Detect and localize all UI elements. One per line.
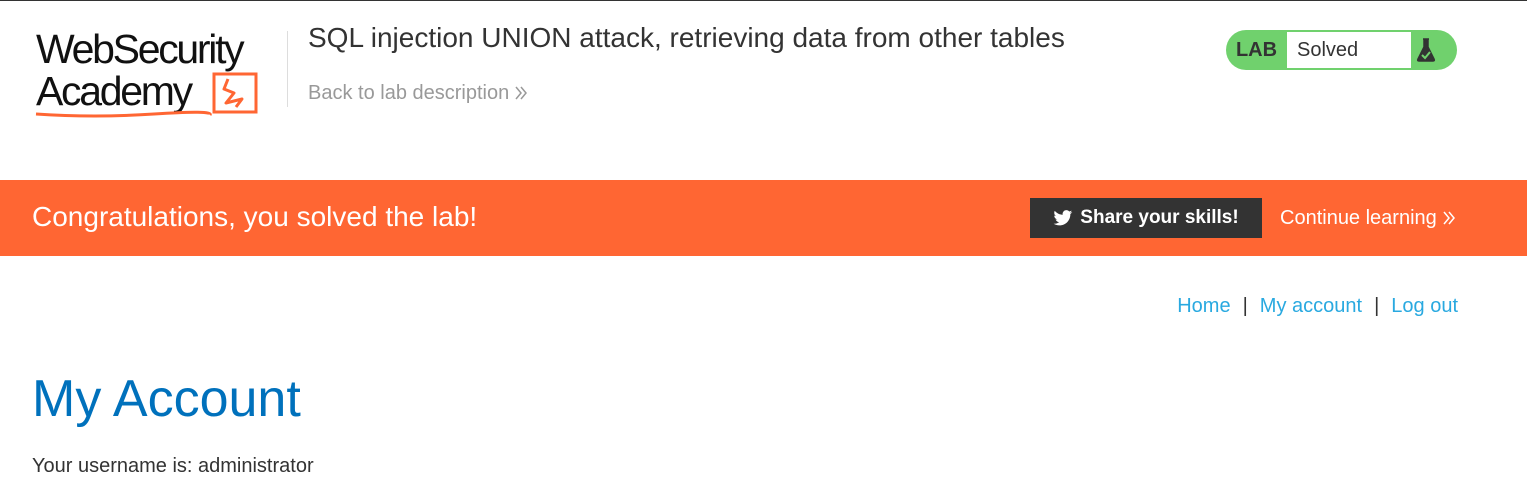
lab-badge-status: Solved — [1287, 32, 1411, 68]
page-title: My Account — [32, 370, 301, 428]
lab-status-badge: LAB Solved — [1226, 30, 1457, 70]
logo-underline-icon — [35, 110, 212, 118]
nav-my-account-link[interactable]: My account — [1259, 295, 1363, 317]
nav-home-link[interactable]: Home — [1177, 295, 1231, 317]
header-divider — [287, 31, 288, 107]
back-to-lab-description-link[interactable]: Back to lab description — [308, 81, 528, 105]
congratulations-message: Congratulations, you solved the lab! — [32, 201, 478, 232]
nav-separator: | — [1374, 295, 1380, 317]
double-chevron-right-icon — [515, 86, 528, 100]
twitter-icon — [1053, 209, 1073, 225]
logo-text-line1: WebSecurity — [36, 26, 245, 72]
logo-text-line2: Academy — [36, 68, 193, 114]
solved-banner: Congratulations, you solved the lab! Sha… — [0, 180, 1527, 256]
nav-separator: | — [1242, 295, 1248, 317]
continue-learning-label: Continue learning — [1280, 207, 1437, 229]
logo-bolt-icon — [212, 72, 258, 114]
back-link-label: Back to lab description — [308, 82, 510, 104]
continue-learning-link[interactable]: Continue learning — [1280, 205, 1456, 231]
lab-title: SQL injection UNION attack, retrieving d… — [308, 22, 1065, 53]
username-info: Your username is: administrator — [32, 455, 314, 477]
share-button-label: Share your skills! — [1080, 207, 1239, 228]
account-nav: Home | My account | Log out — [1177, 293, 1458, 319]
double-chevron-right-icon — [1443, 211, 1455, 225]
web-security-academy-logo[interactable]: WebSecurity Academy — [34, 27, 286, 119]
header: WebSecurity Academy SQL injection UNION … — [0, 1, 1527, 179]
share-your-skills-button[interactable]: Share your skills! — [1030, 198, 1262, 238]
nav-log-out-link[interactable]: Log out — [1391, 295, 1458, 317]
flask-icon — [1411, 32, 1440, 68]
lab-badge-label: LAB — [1235, 39, 1278, 61]
